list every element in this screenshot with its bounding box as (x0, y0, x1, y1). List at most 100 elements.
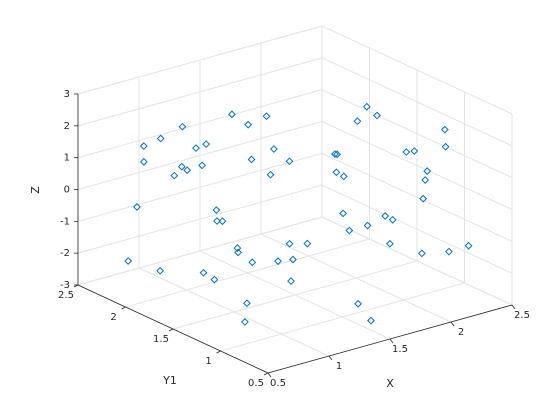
grid-line (172, 260, 418, 330)
grid-line (77, 57, 323, 127)
data-point (333, 150, 342, 159)
y-axis-label: Y1 (162, 374, 177, 387)
grid-line (77, 121, 323, 190)
data-point (139, 142, 148, 150)
data-point (133, 203, 141, 211)
y-tick-label: 0.5 (248, 378, 264, 389)
data-point (289, 255, 297, 264)
data-point (177, 162, 186, 171)
data-point (285, 239, 294, 248)
x-tick-label: 1 (336, 361, 342, 372)
data-point (213, 217, 221, 225)
x-tick-label: 0.5 (270, 378, 286, 389)
data-point (367, 316, 375, 325)
y-tick-label: 1.5 (153, 334, 169, 345)
grid-line (77, 216, 323, 286)
data-point (248, 258, 257, 267)
y-tick (263, 372, 269, 376)
grid-line (77, 152, 323, 222)
data-point (234, 248, 243, 257)
data-point (464, 241, 473, 250)
data-point (423, 167, 432, 175)
x-axis-label: X (386, 377, 394, 390)
data-point (170, 171, 179, 180)
data-point (440, 125, 449, 134)
data-point (354, 299, 363, 308)
data-point (363, 221, 372, 230)
data-point (419, 194, 428, 203)
grid-line (77, 184, 323, 254)
x-tick-label: 2 (458, 327, 464, 338)
data-point (441, 142, 450, 151)
y-tick (216, 350, 221, 354)
grid-line (321, 57, 513, 147)
grid-line (321, 25, 513, 115)
data-point (192, 144, 200, 153)
data-point (233, 244, 242, 252)
data-point (178, 122, 187, 131)
data-point (243, 299, 251, 308)
data-point (156, 266, 165, 275)
data-point (198, 161, 207, 170)
z-tick-label: 3 (64, 89, 70, 100)
data-point (285, 157, 294, 166)
data-point (421, 176, 430, 184)
data-point (244, 120, 253, 129)
data-point (269, 145, 278, 153)
data-point (199, 268, 208, 277)
data-point (362, 102, 371, 111)
data-point (218, 217, 227, 226)
data-point (156, 134, 165, 143)
grid-line (321, 184, 513, 274)
data-point (373, 111, 381, 120)
grid-line (321, 89, 513, 179)
x-tick-label: 2.5 (514, 310, 530, 321)
data-point (212, 206, 221, 214)
grid-line (77, 89, 323, 159)
x-tick (511, 304, 516, 310)
z-tick-label: -2 (60, 248, 70, 259)
z-axis-label: Z (29, 186, 42, 194)
grid-line (125, 238, 370, 308)
data-point (331, 150, 339, 159)
data-point (227, 110, 236, 119)
data-point (124, 257, 133, 265)
data-point (381, 212, 390, 220)
y-tick (121, 306, 126, 310)
y-tick-label: 2 (110, 312, 116, 323)
grid-line (321, 121, 513, 210)
data-point (266, 170, 275, 179)
data-point (339, 172, 348, 181)
y-tick (168, 328, 174, 332)
data-point (262, 112, 271, 121)
z-tick-label: 0 (64, 185, 70, 196)
data-point (385, 239, 394, 248)
data-point (274, 257, 282, 266)
data-point (444, 247, 453, 256)
data-point (410, 147, 419, 155)
data-point (202, 140, 211, 149)
data-point (353, 117, 362, 126)
x-tick (450, 321, 455, 327)
x-tick (267, 372, 272, 378)
z-tick-label: -1 (60, 216, 70, 227)
z-tick-label: 1 (64, 153, 70, 164)
grid-line (77, 25, 323, 95)
data-point (417, 249, 426, 258)
data-point (339, 209, 348, 218)
data-point (240, 318, 249, 326)
data-point (287, 277, 295, 286)
x-tick-label: 1.5 (392, 344, 408, 355)
data-point (139, 157, 148, 166)
z-tick-label: -3 (60, 280, 70, 291)
data-point (402, 148, 411, 156)
y-tick-label: 1 (205, 356, 211, 367)
data-point (332, 168, 341, 177)
grid-line (321, 216, 513, 306)
x-tick (389, 338, 394, 344)
x-tick (328, 355, 333, 361)
data-point (210, 275, 219, 284)
y-tick-label: 2.5 (58, 290, 74, 301)
grid-line (220, 282, 465, 352)
